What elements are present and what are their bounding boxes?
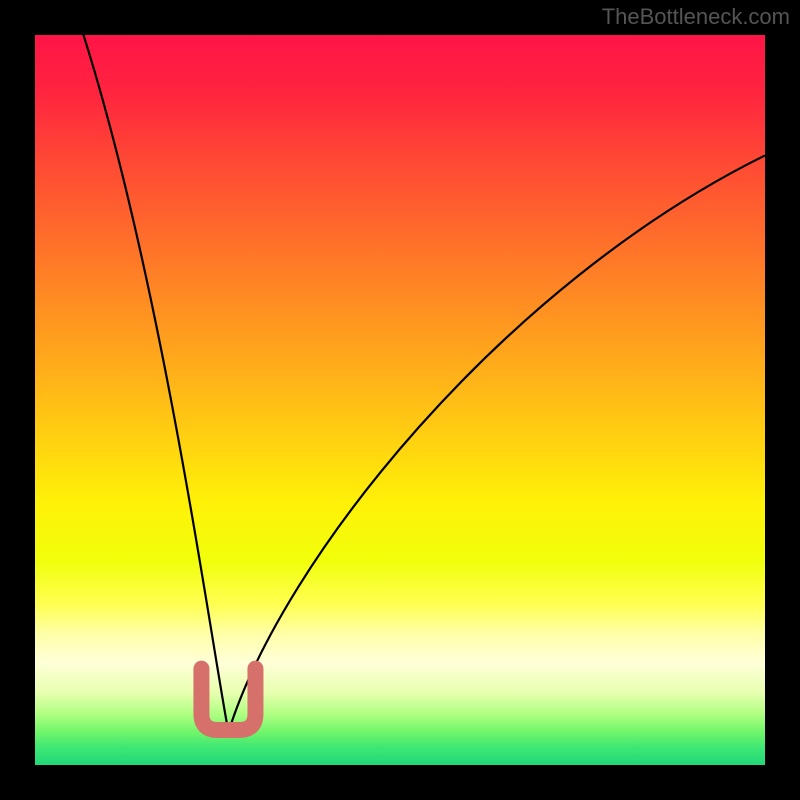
chart-curves-layer: [35, 35, 765, 765]
watermark-text: TheBottleneck.com: [602, 4, 790, 30]
optimal-range-marker: [201, 669, 255, 730]
chart-plot-area: [35, 35, 765, 765]
bottleneck-curve: [79, 20, 765, 732]
